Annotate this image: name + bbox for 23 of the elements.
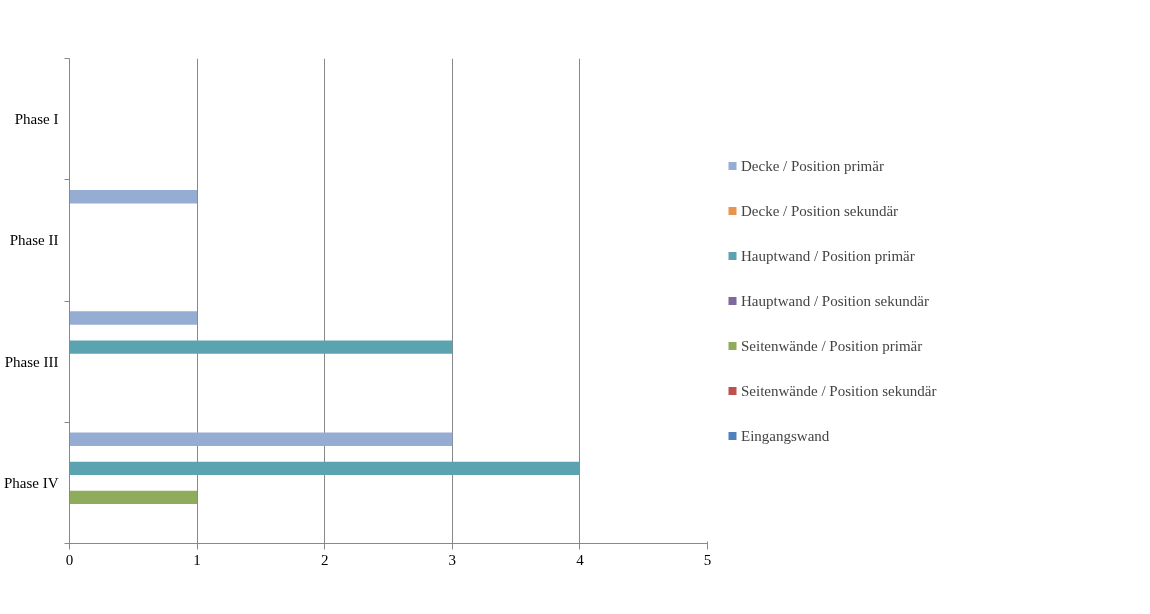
x-tick-label: 3 xyxy=(448,551,457,568)
x-tick-label: 1 xyxy=(193,551,201,568)
legend-label: Seitenwände / Position sekundär xyxy=(741,382,937,399)
bar xyxy=(69,432,453,446)
legend-label: Decke / Position sekundär xyxy=(741,202,899,219)
legend-label: Eingangswand xyxy=(741,427,830,444)
y-tick-label: Phase I xyxy=(14,111,59,128)
y-tick-label: Phase II xyxy=(9,232,59,249)
legend-label: Seitenwände / Position primär xyxy=(741,337,923,354)
bar xyxy=(69,340,453,354)
legend-label: Hauptwand / Position sekundär xyxy=(741,292,929,309)
x-tick-label: 4 xyxy=(576,551,585,568)
bar xyxy=(69,311,198,325)
y-tick-label: Phase IV xyxy=(3,474,59,491)
legend-label: Decke / Position primär xyxy=(741,157,884,174)
x-tick-label: 2 xyxy=(320,551,329,568)
bar xyxy=(69,461,580,475)
x-tick-label: 0 xyxy=(65,551,74,568)
bar xyxy=(69,490,198,505)
legend-label: Hauptwand / Position primär xyxy=(741,247,915,264)
y-tick-label: Phase III xyxy=(4,353,59,370)
bar xyxy=(69,190,198,204)
x-tick-label: 5 xyxy=(703,551,712,568)
